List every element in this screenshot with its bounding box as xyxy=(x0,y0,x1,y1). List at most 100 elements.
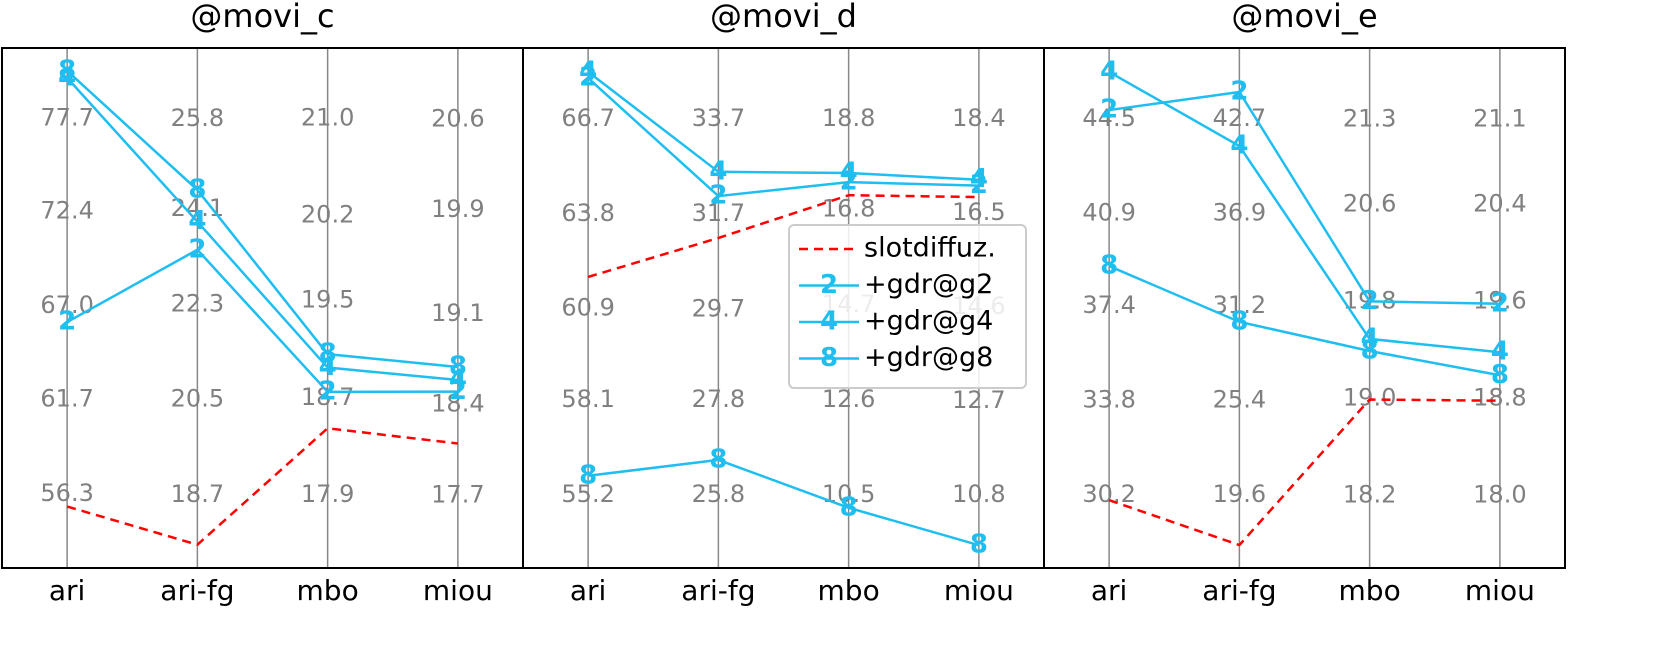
panel-title: @movi_c xyxy=(190,0,334,35)
tick-label: 17.7 xyxy=(431,480,484,508)
tick-label: 25.8 xyxy=(692,480,745,508)
marker: 4 xyxy=(1100,56,1118,86)
tick-label: 25.4 xyxy=(1213,386,1266,414)
axis-label: ari-fg xyxy=(160,574,234,607)
tick-label: 18.7 xyxy=(171,480,224,508)
tick-label: 19.6 xyxy=(1213,480,1266,508)
marker: 4 xyxy=(1361,323,1379,353)
marker: 4 xyxy=(1230,131,1248,161)
tick-label: 20.4 xyxy=(1473,189,1526,217)
tick-label: 18.0 xyxy=(1473,480,1526,508)
marker: 2 xyxy=(709,181,727,211)
legend-label: +gdr@g4 xyxy=(864,306,993,337)
tick-label: 18.8 xyxy=(822,104,875,132)
axis-label: ari xyxy=(49,574,85,607)
marker: 4 xyxy=(58,62,76,92)
marker: 8 xyxy=(840,492,858,522)
tick-label: 18.4 xyxy=(952,104,1005,132)
marker: 4 xyxy=(449,364,467,394)
tick-label: 29.7 xyxy=(692,294,745,322)
marker: 4 xyxy=(319,352,337,382)
series-line xyxy=(1108,90,1500,306)
tick-label: 42.7 xyxy=(1213,104,1266,132)
tick-label: 19.0 xyxy=(1343,383,1396,411)
panel-title: @movi_d xyxy=(710,0,857,35)
tick-label: 17.9 xyxy=(301,480,354,508)
marker: 8 xyxy=(1491,360,1509,390)
tick-label: 40.9 xyxy=(1082,199,1135,227)
marker: 2 xyxy=(970,170,988,200)
series-line xyxy=(1108,264,1501,377)
marker: 8 xyxy=(449,352,467,382)
tick-label: 25.8 xyxy=(171,104,224,132)
legend-marker: 4 xyxy=(820,307,838,337)
marker: 2 xyxy=(188,234,206,264)
tick-label: 21.1 xyxy=(1473,105,1526,133)
axis-label: mbo xyxy=(818,574,880,607)
tick-label: 24.1 xyxy=(171,194,224,222)
marker: 8 xyxy=(1100,251,1118,281)
tick-label: 66.7 xyxy=(561,104,614,132)
tick-label: 20.6 xyxy=(1343,189,1396,217)
legend-label: slotdiffuz. xyxy=(864,233,996,264)
marker: 2 xyxy=(579,63,597,93)
marker: 4 xyxy=(579,56,597,86)
tick-label: 72.4 xyxy=(40,196,93,224)
tick-label: 19.1 xyxy=(431,299,484,327)
tick-label: 16.8 xyxy=(822,195,875,223)
tick-label: 60.9 xyxy=(561,294,614,322)
axis-label: ari-fg xyxy=(1202,574,1276,607)
marker: 4 xyxy=(709,156,727,186)
tick-label: 18.2 xyxy=(1343,480,1396,508)
tick-label: 19.5 xyxy=(301,286,354,314)
axis-label: mbo xyxy=(297,574,359,607)
marker: 8 xyxy=(709,444,727,474)
tick-label: 21.0 xyxy=(301,103,354,131)
marker: 8 xyxy=(1361,336,1379,366)
marker: 4 xyxy=(188,206,206,236)
tick-label: 56.3 xyxy=(40,479,93,507)
axis-label: ari xyxy=(1091,574,1127,607)
panel-title: @movi_e xyxy=(1231,0,1377,35)
tick-label: 20.6 xyxy=(431,104,484,132)
tick-label: 10.8 xyxy=(952,480,1005,508)
series-line xyxy=(587,458,980,547)
axis-label: miou xyxy=(944,574,1014,607)
series-line xyxy=(66,426,459,547)
marker: 2 xyxy=(449,376,467,406)
tick-label: 18.7 xyxy=(301,383,354,411)
series-line xyxy=(587,77,979,198)
tick-label: 30.2 xyxy=(1082,480,1135,508)
legend-label: +gdr@g8 xyxy=(864,342,993,373)
tick-label: 37.4 xyxy=(1082,291,1135,319)
series-line xyxy=(66,248,458,394)
tick-label: 12.6 xyxy=(822,385,875,413)
axis-label: mbo xyxy=(1339,574,1401,607)
tick-label: 20.5 xyxy=(171,385,224,413)
tick-label: 19.6 xyxy=(1473,286,1526,314)
legend-marker: 8 xyxy=(820,343,838,373)
legend-box xyxy=(788,224,1027,389)
tick-label: 67.0 xyxy=(40,291,93,319)
tick-label: 19.9 xyxy=(431,195,484,223)
tick-label: 33.7 xyxy=(692,104,745,132)
tick-label: 31.7 xyxy=(692,199,745,227)
marker: 4 xyxy=(970,164,988,194)
legend-marker: 2 xyxy=(820,270,838,300)
tick-label: 16.5 xyxy=(952,198,1005,226)
panel-frame xyxy=(1043,47,1566,569)
axis-label: miou xyxy=(1465,574,1535,607)
marker: 2 xyxy=(319,376,337,406)
series-line xyxy=(66,77,458,382)
marker: 2 xyxy=(1361,286,1379,316)
axis-label: ari-fg xyxy=(681,574,755,607)
marker: 8 xyxy=(579,460,597,490)
legend-label: +gdr@g2 xyxy=(864,269,993,300)
tick-label: 20.2 xyxy=(301,201,354,229)
series-line xyxy=(587,70,979,181)
marker: 4 xyxy=(1491,337,1509,367)
tick-label: 33.8 xyxy=(1082,385,1135,413)
series-line xyxy=(1108,398,1500,547)
axis-label: miou xyxy=(423,574,493,607)
